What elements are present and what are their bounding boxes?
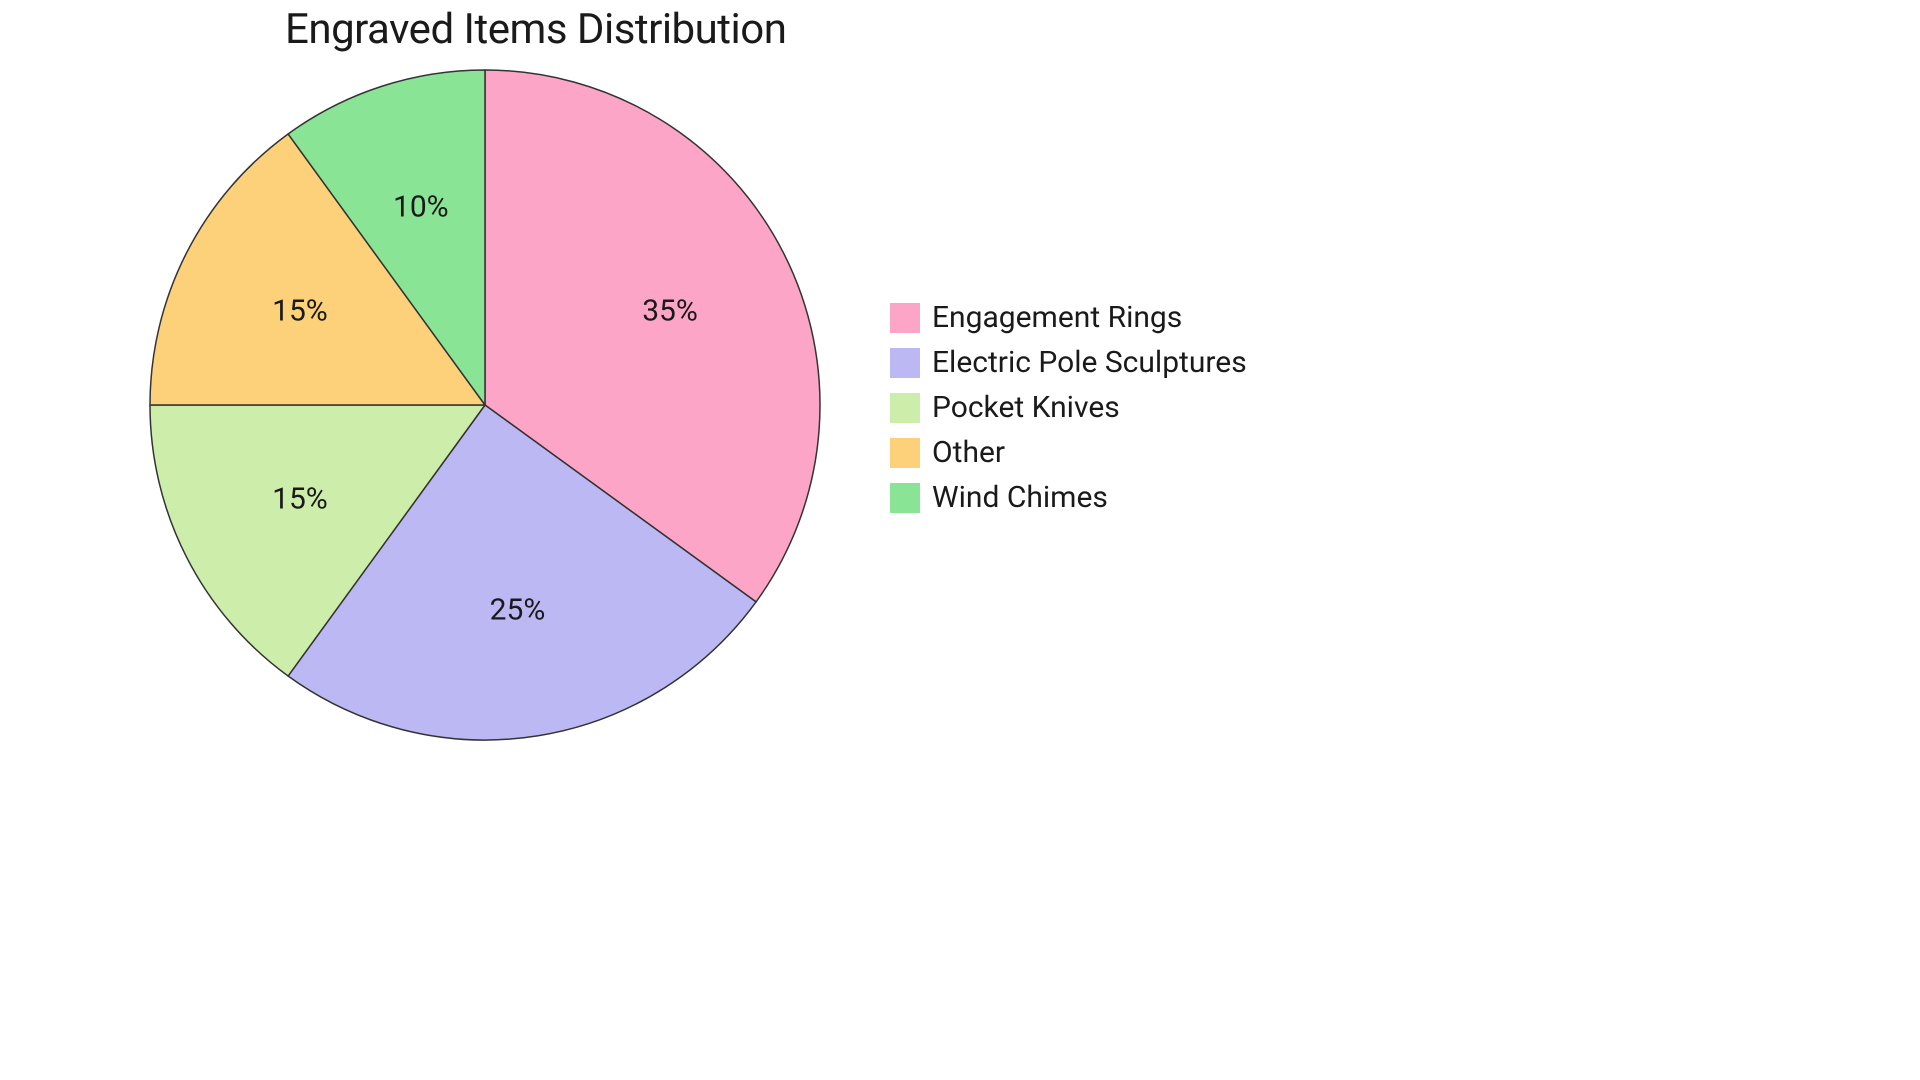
legend-label: Wind Chimes <box>932 480 1108 515</box>
pie-svg <box>148 68 822 742</box>
slice-percent-label: 15% <box>272 293 328 328</box>
legend-item: Electric Pole Sculptures <box>890 345 1247 380</box>
legend-item: Other <box>890 435 1247 470</box>
legend-label: Engagement Rings <box>932 300 1182 335</box>
slice-percent-label: 10% <box>393 190 449 225</box>
chart-title: Engraved Items Distribution <box>285 5 786 54</box>
slice-percent-label: 25% <box>490 593 546 628</box>
legend-label: Pocket Knives <box>932 390 1120 425</box>
legend-swatch <box>890 348 920 378</box>
slice-percent-label: 35% <box>642 293 698 328</box>
pie-chart <box>148 68 822 746</box>
legend-label: Electric Pole Sculptures <box>932 345 1247 380</box>
legend-item: Pocket Knives <box>890 390 1247 425</box>
chart-container: Engraved Items Distribution 35% 25% 15% 15%… <box>0 0 1920 1080</box>
legend-item: Engagement Rings <box>890 300 1247 335</box>
legend-swatch <box>890 438 920 468</box>
legend-label: Other <box>932 435 1005 470</box>
legend-swatch <box>890 393 920 423</box>
legend-swatch <box>890 483 920 513</box>
legend-swatch <box>890 303 920 333</box>
slice-percent-label: 15% <box>272 482 328 517</box>
legend-item: Wind Chimes <box>890 480 1247 515</box>
legend: Engagement Rings Electric Pole Sculptures… <box>890 300 1247 515</box>
